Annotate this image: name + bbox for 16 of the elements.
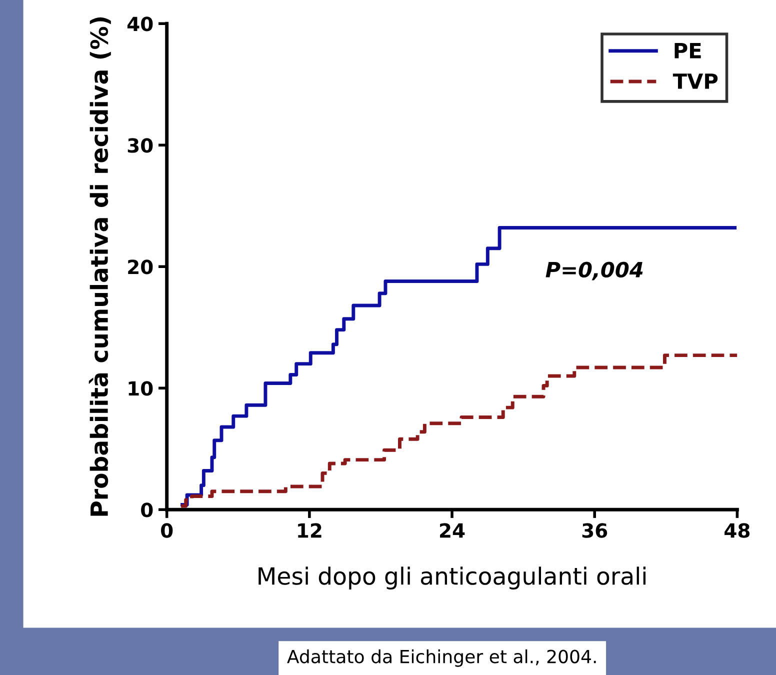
legend-label: PE (674, 43, 701, 58)
x-tick-label: 24 (440, 523, 465, 538)
x-tick-label: 0 (161, 523, 173, 538)
x-tick-label: 48 (724, 523, 750, 538)
x-tick-label: 12 (298, 523, 322, 538)
y-tick-label: 30 (128, 138, 153, 153)
annotation: P=0,004 (546, 262, 643, 280)
y-tick-label: 0 (141, 502, 153, 518)
x-axis-title: Mesi dopo gli anticoagulanti orali (258, 566, 646, 590)
text: Adattato da Eichinger et al., 2004. (287, 649, 596, 667)
legend-label: TVP (672, 74, 718, 89)
y-axis-title: Probabilità cumulativa di recidiva (%) (88, 17, 111, 516)
y-tick-label: 40 (127, 16, 153, 32)
y-tick-label: 10 (128, 381, 153, 396)
y-tick-label: 20 (128, 260, 153, 274)
x-tick-label: 36 (582, 523, 608, 538)
